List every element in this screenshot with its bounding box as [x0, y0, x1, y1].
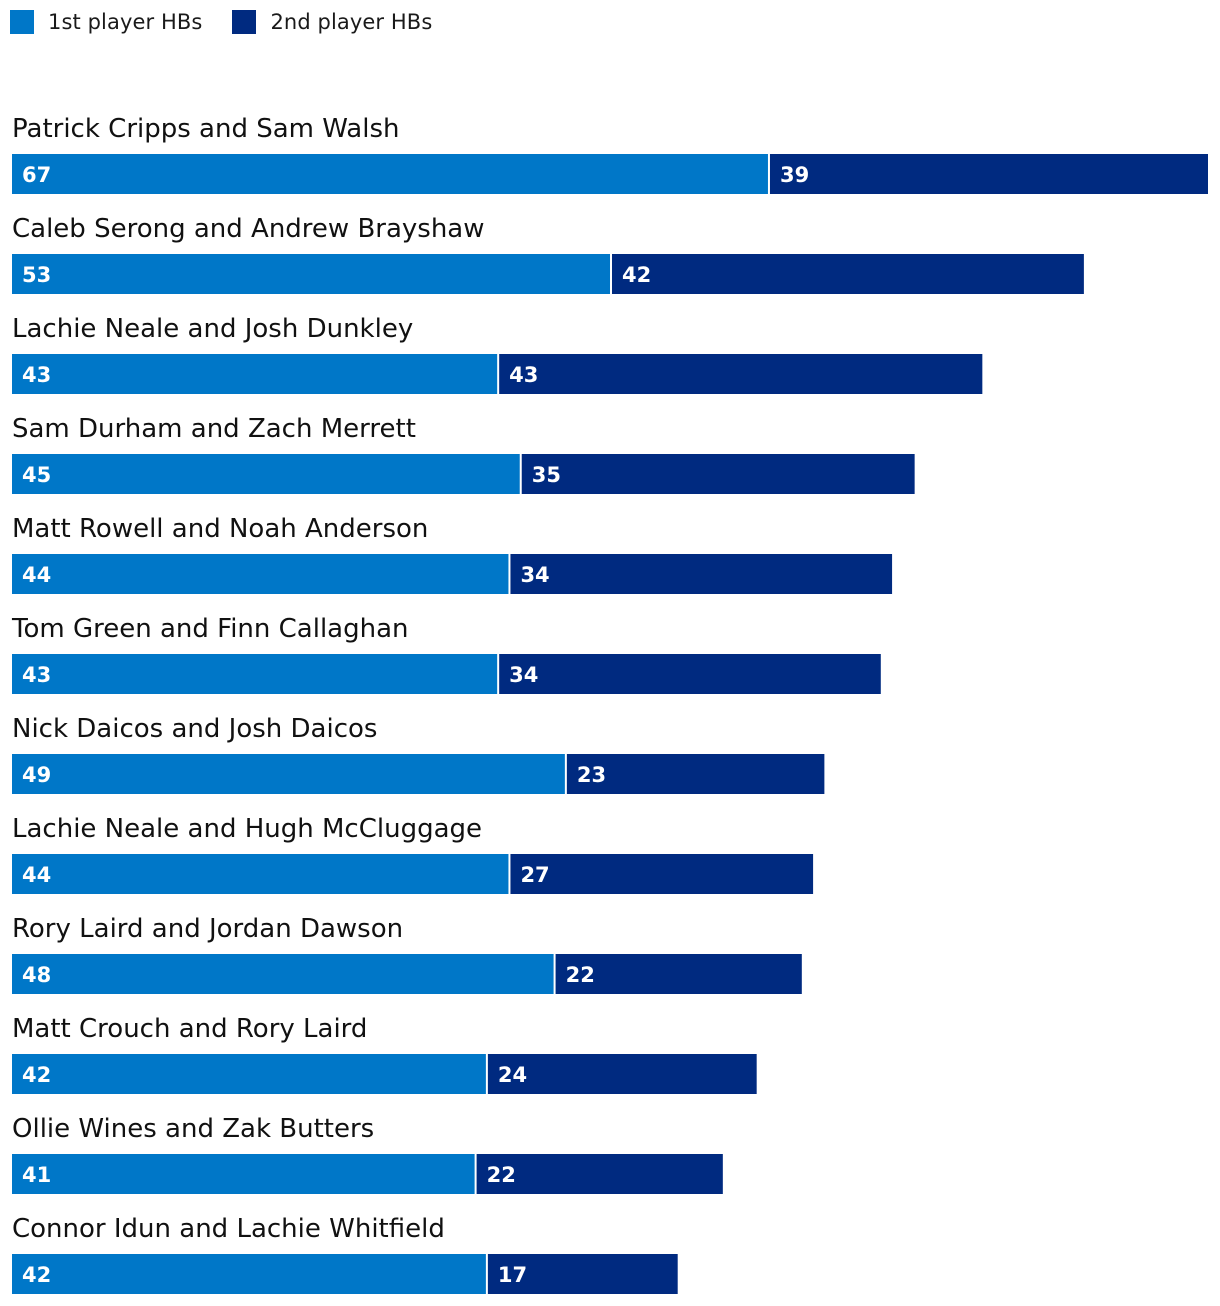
bar-value-first: 45: [22, 463, 51, 487]
bar-second-player: [521, 454, 915, 494]
legend-label-second: 2nd player HBs: [270, 10, 433, 34]
row-label: Tom Green and Finn Callaghan: [11, 614, 409, 644]
bar-value-first: 48: [22, 963, 51, 987]
bar-second-player: [769, 154, 1208, 194]
bar-first-player: [12, 454, 520, 494]
bar-second-player: [487, 1054, 757, 1094]
row-label: Nick Daicos and Josh Daicos: [12, 714, 377, 744]
bar-row: Patrick Cripps and Sam Walsh 67 39: [12, 114, 1208, 194]
bar-first-player: [12, 554, 509, 594]
bar-value-first: 44: [22, 563, 51, 587]
bar-row: Rory Laird and Jordan Dawson 48 22: [12, 914, 802, 994]
bar-second-player: [476, 1154, 723, 1194]
bar-row: Connor Idun and Lachie Whitfield 42 17: [12, 1214, 678, 1294]
bar-first-player: [12, 754, 565, 794]
bar-value-second: 22: [487, 1163, 516, 1187]
row-label: Matt Crouch and Rory Laird: [12, 1014, 367, 1044]
bar-second-player: [555, 954, 802, 994]
bar-value-second: 39: [780, 163, 809, 187]
row-label: Lachie Neale and Josh Dunkley: [12, 314, 413, 344]
bar-value-first: 67: [22, 163, 51, 187]
bar-value-first: 41: [22, 1163, 51, 1187]
bar-value-second: 42: [622, 263, 651, 287]
bar-first-player: [12, 1254, 486, 1294]
bar-value-second: 24: [498, 1063, 527, 1087]
bar-row: Sam Durham and Zach Merrett 45 35: [12, 414, 915, 494]
bar-row: Matt Crouch and Rory Laird 42 24: [12, 1014, 757, 1094]
bar-value-second: 17: [498, 1263, 527, 1287]
bar-value-first: 44: [22, 863, 51, 887]
bar-second-player: [487, 1254, 678, 1294]
row-label: Connor Idun and Lachie Whitfield: [12, 1214, 445, 1244]
bar-value-first: 49: [22, 763, 51, 787]
row-label: Matt Rowell and Noah Anderson: [12, 514, 428, 544]
row-label: Caleb Serong and Andrew Brayshaw: [12, 214, 485, 244]
bar-row: Nick Daicos and Josh Daicos 49 23: [12, 714, 825, 794]
legend-swatch-second: [232, 10, 257, 34]
bar-second-player: [510, 554, 893, 594]
bar-first-player: [12, 1054, 486, 1094]
bar-value-first: 43: [22, 363, 51, 387]
bar-second-player: [499, 654, 881, 694]
bar-row: Tom Green and Finn Callaghan 43 34: [11, 614, 881, 694]
row-label: Lachie Neale and Hugh McCluggage: [12, 814, 482, 844]
bar-first-player: [12, 654, 498, 694]
bar-first-player: [12, 154, 768, 194]
bar-value-second: 27: [520, 863, 549, 887]
legend-label-first: 1st player HBs: [48, 10, 203, 34]
bar-value-first: 53: [22, 263, 51, 287]
legend-swatch-first: [10, 10, 34, 34]
bar-value-first: 42: [22, 1063, 51, 1087]
bar-second-player: [510, 854, 814, 894]
bar-first-player: [12, 354, 498, 394]
bar-first-player: [12, 954, 554, 994]
legend-item-second: 2nd player HBs: [232, 10, 432, 34]
row-label: Sam Durham and Zach Merrett: [12, 414, 416, 444]
row-label: Ollie Wines and Zak Butters: [12, 1114, 374, 1144]
bar-second-player: [566, 754, 825, 794]
bar-value-second: 22: [566, 963, 595, 987]
bar-value-first: 42: [22, 1263, 51, 1287]
bar-second-player: [499, 354, 983, 394]
bar-value-second: 34: [509, 663, 538, 687]
bar-row: Lachie Neale and Hugh McCluggage 44 27: [12, 814, 814, 894]
bar-row: Ollie Wines and Zak Butters 41 22: [12, 1114, 723, 1194]
row-label: Rory Laird and Jordan Dawson: [12, 914, 403, 944]
bar-first-player: [12, 854, 509, 894]
bar-value-second: 35: [532, 463, 561, 487]
bar-first-player: [12, 1154, 475, 1194]
row-label: Patrick Cripps and Sam Walsh: [12, 114, 400, 144]
bar-value-second: 43: [509, 363, 538, 387]
bar-second-player: [612, 254, 1084, 294]
bar-first-player: [12, 254, 610, 294]
bar-value-second: 34: [520, 563, 549, 587]
bar-row: Lachie Neale and Josh Dunkley 43 43: [12, 314, 983, 394]
legend: 1st player HBs 2nd player HBs: [10, 8, 462, 36]
bar-value-first: 43: [22, 663, 51, 687]
legend-item-first: 1st player HBs: [10, 10, 202, 34]
bar-row: Matt Rowell and Noah Anderson 44 34: [12, 514, 893, 594]
bar-value-second: 23: [577, 763, 606, 787]
bar-row: Caleb Serong and Andrew Brayshaw 53 42: [12, 214, 1084, 294]
